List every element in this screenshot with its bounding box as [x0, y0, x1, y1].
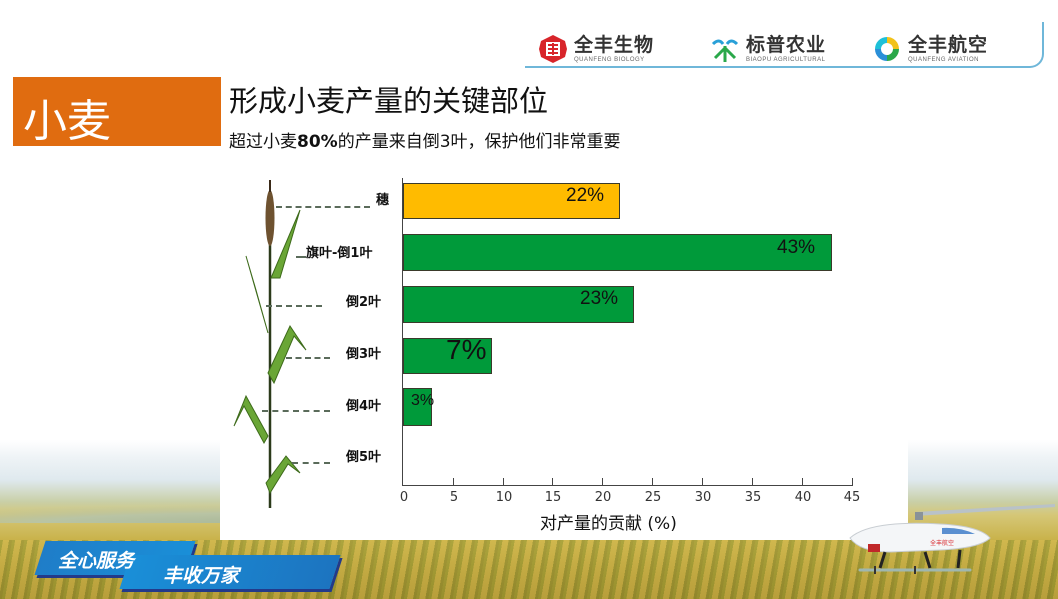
- logo-en: QUANFENG AVIATION: [908, 56, 979, 63]
- logo-quanfeng-aviation: 全丰航空 QUANFENG AVIATION: [872, 34, 988, 64]
- bar-leaf3: [403, 338, 492, 374]
- x-tick-label: 20: [594, 490, 612, 505]
- header-divider: [525, 66, 1030, 68]
- bar-flag-leaf: [403, 234, 832, 271]
- x-tick: [652, 478, 653, 485]
- data-label: 23%: [580, 288, 619, 309]
- bar-leaf2: [403, 286, 634, 323]
- leader-line-flag-leaf: [296, 256, 306, 258]
- biaopu-logo-icon: [711, 39, 739, 62]
- leader-line-leaf4: [262, 410, 330, 412]
- subtitle-highlight: 80%: [297, 132, 338, 152]
- x-tick: [602, 478, 603, 485]
- y-axis: [402, 178, 403, 486]
- logo-bar: 全丰生物 QUANFENG BIOLOGY 标普农业 BIAOPU AGRICU…: [520, 26, 1040, 70]
- logo-en: QUANFENG BIOLOGY: [574, 56, 645, 63]
- category-label: 倒2叶: [346, 295, 382, 310]
- logo-en: BIAOPU AGRICULTURAL: [746, 56, 826, 63]
- x-tick-label: 5: [449, 490, 459, 505]
- data-label: 22%: [566, 185, 605, 206]
- category-label: 倒4叶: [346, 399, 382, 414]
- helicopter-drone-icon: 全丰航空: [849, 504, 1055, 574]
- crop-tag-label: 小麦: [23, 96, 111, 147]
- logo-quanfeng-biology: 全丰生物 QUANFENG BIOLOGY: [538, 34, 654, 64]
- data-label: 7%: [446, 334, 487, 365]
- x-tick: [752, 478, 753, 485]
- x-tick: [852, 478, 853, 485]
- logo-name: 全丰生物: [574, 33, 655, 56]
- x-tick-label: 15: [544, 490, 562, 505]
- x-tick: [702, 478, 703, 485]
- x-tick-label: 45: [843, 490, 861, 505]
- data-label: 43%: [777, 237, 816, 258]
- quanfeng-biology-logo-icon: [539, 35, 567, 63]
- x-tick: [453, 478, 454, 485]
- leader-line-leaf2: [266, 305, 322, 307]
- x-axis: [402, 485, 853, 486]
- x-tick-label: 0: [399, 490, 409, 505]
- logo-name: 标普农业: [746, 33, 827, 56]
- svg-text:全丰航空: 全丰航空: [930, 539, 954, 547]
- x-tick-label: 40: [794, 490, 812, 505]
- wheat-plant-icon: [233, 180, 307, 508]
- page-subtitle: 超过小麦80%的产量来自倒3叶，保护他们非常重要: [229, 127, 621, 152]
- leader-line-leaf3: [286, 357, 330, 359]
- chart-panel: [220, 164, 908, 540]
- category-label: 旗叶-倒1叶: [306, 246, 373, 261]
- crop-tag: 小麦: [13, 77, 221, 147]
- subtitle-prefix: 超过小麦: [229, 132, 297, 152]
- x-tick-label: 35: [744, 490, 762, 505]
- x-tick: [552, 478, 553, 485]
- x-tick-label: 10: [495, 490, 513, 505]
- leader-line-leaf5: [292, 462, 330, 464]
- x-tick-label: 25: [644, 490, 662, 505]
- x-axis-title: 对产量的贡献 (%): [540, 514, 677, 534]
- category-label: 穗: [376, 193, 390, 208]
- category-label: 倒5叶: [346, 450, 382, 465]
- slogan-line-2: 丰收万家: [163, 565, 240, 587]
- slogan-banner: 全心服务 丰收万家: [34, 541, 341, 591]
- x-tick: [503, 478, 504, 485]
- logo-name: 全丰航空: [908, 33, 989, 56]
- category-label: 倒3叶: [346, 347, 382, 362]
- slogan-line-1: 全心服务: [58, 550, 135, 572]
- data-label: 3%: [411, 392, 435, 409]
- quanfeng-aviation-logo-icon: [875, 37, 899, 61]
- page-title: 形成小麦产量的关键部位: [229, 84, 549, 118]
- x-tick: [802, 478, 803, 485]
- x-tick-label: 30: [694, 490, 712, 505]
- leader-line-ear: [276, 206, 370, 208]
- logo-biaopu-agricultural: 标普农业 BIAOPU AGRICULTURAL: [710, 34, 826, 64]
- bar-leaf4: [403, 388, 432, 426]
- bar-ear: [403, 183, 620, 219]
- subtitle-suffix: 的产量来自倒3叶，保护他们非常重要: [337, 132, 621, 152]
